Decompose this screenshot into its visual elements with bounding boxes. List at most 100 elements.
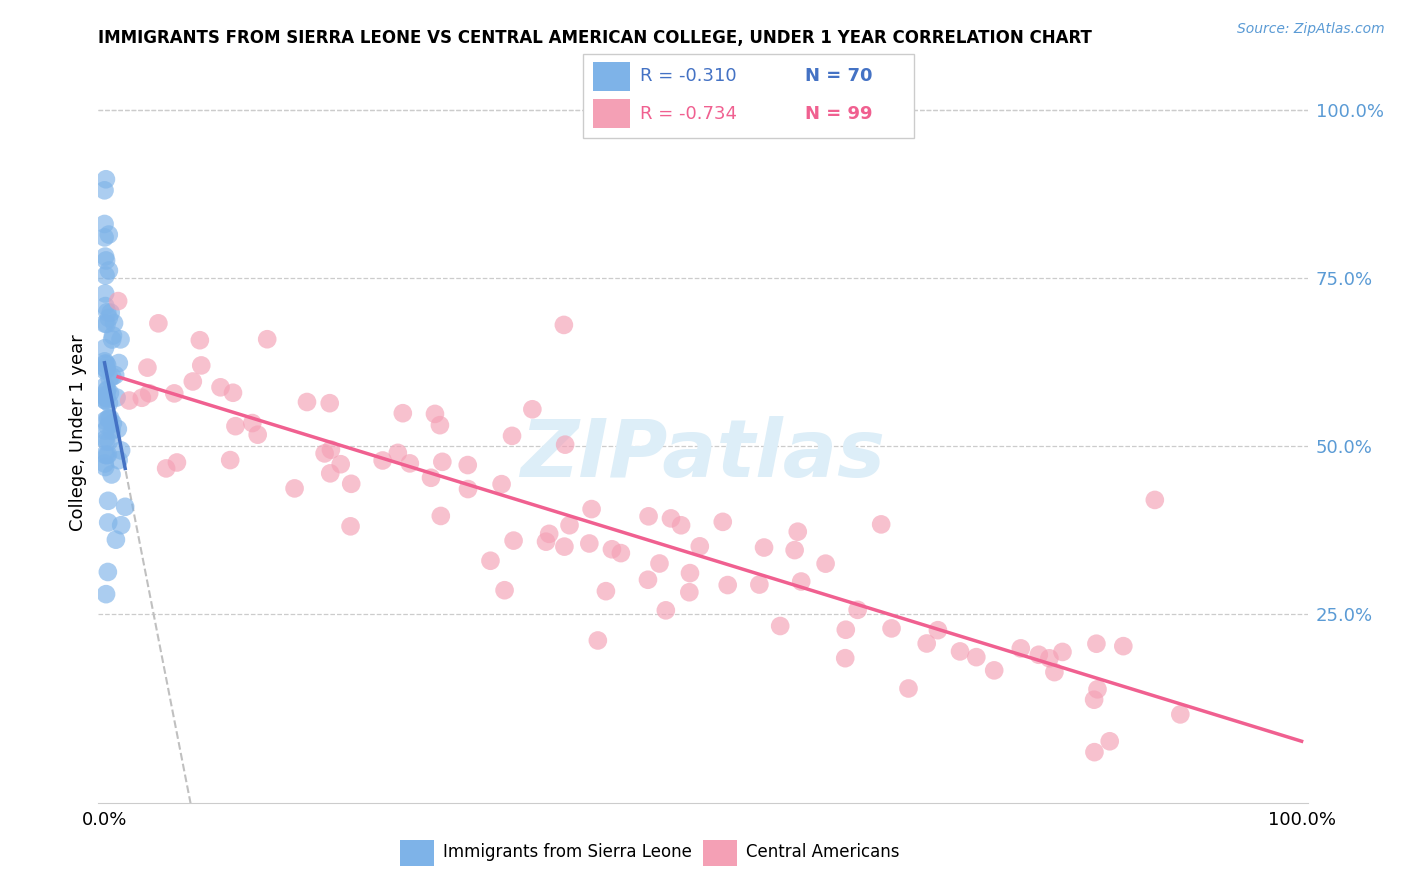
Point — [578, 536, 600, 550]
Point — [678, 585, 700, 599]
Point — [96, 305, 118, 319]
Point — [553, 540, 575, 554]
Point — [319, 396, 342, 410]
Text: N = 70: N = 70 — [804, 68, 872, 86]
Bar — [399, 840, 434, 866]
Point — [880, 621, 903, 635]
Point — [501, 429, 523, 443]
Point — [586, 633, 609, 648]
Point — [915, 636, 938, 650]
Point — [371, 453, 394, 467]
Point — [835, 623, 858, 637]
Point — [1083, 745, 1105, 759]
Point — [188, 333, 211, 347]
Point — [94, 172, 117, 186]
Point — [107, 453, 129, 467]
Point — [94, 424, 117, 438]
Point — [222, 385, 245, 400]
Point — [101, 333, 124, 347]
Point — [846, 603, 869, 617]
Point — [131, 391, 153, 405]
Point — [786, 524, 808, 539]
Bar — [593, 62, 630, 91]
Point — [94, 393, 117, 408]
Point — [314, 446, 336, 460]
Point — [93, 457, 115, 471]
Point — [610, 546, 633, 560]
Point — [457, 458, 479, 472]
Point — [96, 391, 118, 405]
Text: R = -0.310: R = -0.310 — [640, 68, 737, 86]
Point — [97, 516, 120, 530]
Point — [927, 623, 949, 637]
Point — [1052, 645, 1074, 659]
Point — [96, 384, 118, 398]
Point — [1043, 665, 1066, 680]
Point — [107, 422, 129, 436]
Point — [94, 393, 117, 408]
Point — [398, 456, 420, 470]
Point — [98, 371, 121, 385]
Point — [522, 402, 544, 417]
Point — [97, 565, 120, 579]
Point — [870, 517, 893, 532]
Point — [97, 493, 120, 508]
Point — [554, 437, 576, 451]
Point — [96, 388, 118, 402]
Point — [553, 318, 575, 332]
Point — [581, 502, 603, 516]
Point — [769, 619, 792, 633]
Point — [97, 419, 120, 434]
Point — [679, 566, 702, 581]
FancyBboxPatch shape — [583, 54, 914, 138]
Point — [94, 253, 117, 268]
Point — [98, 411, 121, 425]
Point — [110, 443, 132, 458]
Point — [339, 519, 361, 533]
Point — [983, 664, 1005, 678]
Point — [340, 476, 363, 491]
Point — [387, 446, 409, 460]
Text: Immigrants from Sierra Leone: Immigrants from Sierra Leone — [443, 843, 692, 862]
Point — [457, 482, 479, 496]
Text: R = -0.734: R = -0.734 — [640, 104, 737, 123]
Point — [98, 386, 121, 401]
Point — [96, 448, 118, 462]
Point — [100, 306, 122, 320]
Point — [717, 578, 740, 592]
Point — [101, 417, 124, 431]
Point — [637, 509, 659, 524]
Point — [114, 500, 136, 514]
Point — [94, 361, 117, 376]
Bar — [703, 840, 737, 866]
Text: IMMIGRANTS FROM SIERRA LEONE VS CENTRAL AMERICAN COLLEGE, UNDER 1 YEAR CORRELATI: IMMIGRANTS FROM SIERRA LEONE VS CENTRAL … — [98, 29, 1092, 47]
Point — [136, 360, 159, 375]
Point — [94, 432, 117, 446]
Point — [101, 328, 124, 343]
Text: ZIPatlas: ZIPatlas — [520, 416, 886, 494]
Point — [1098, 734, 1121, 748]
Point — [166, 455, 188, 469]
Point — [94, 448, 117, 462]
Point — [97, 434, 120, 449]
Point — [1038, 651, 1060, 665]
Point — [96, 317, 118, 331]
Point — [240, 416, 263, 430]
Point — [100, 467, 122, 482]
Y-axis label: College, Under 1 year: College, Under 1 year — [69, 334, 87, 531]
Point — [209, 380, 232, 394]
Point — [494, 583, 516, 598]
Point — [94, 268, 117, 283]
Point — [108, 356, 131, 370]
Point — [96, 362, 118, 376]
Point — [637, 573, 659, 587]
Point — [558, 518, 581, 533]
Point — [94, 357, 117, 371]
Point — [155, 461, 177, 475]
Point — [430, 508, 453, 523]
Point — [423, 407, 446, 421]
Point — [834, 651, 856, 665]
Point — [284, 482, 307, 496]
Point — [163, 386, 186, 401]
Point — [107, 294, 129, 309]
